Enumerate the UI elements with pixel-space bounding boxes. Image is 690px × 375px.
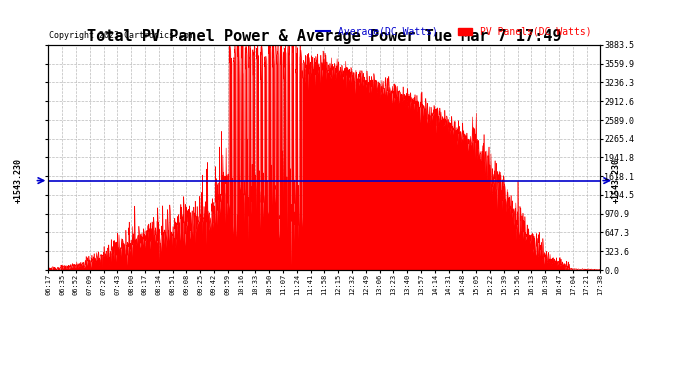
- Text: +1543.230: +1543.230: [611, 158, 620, 203]
- Text: +1543.230: +1543.230: [13, 158, 23, 203]
- Text: Copyright 2023 Cartronics.com: Copyright 2023 Cartronics.com: [50, 32, 195, 40]
- Title: Total PV Panel Power & Average Power Tue Mar 7 17:49: Total PV Panel Power & Average Power Tue…: [87, 29, 562, 44]
- Legend: Average(DC Watts), PV Panels(DC Watts): Average(DC Watts), PV Panels(DC Watts): [312, 23, 595, 40]
